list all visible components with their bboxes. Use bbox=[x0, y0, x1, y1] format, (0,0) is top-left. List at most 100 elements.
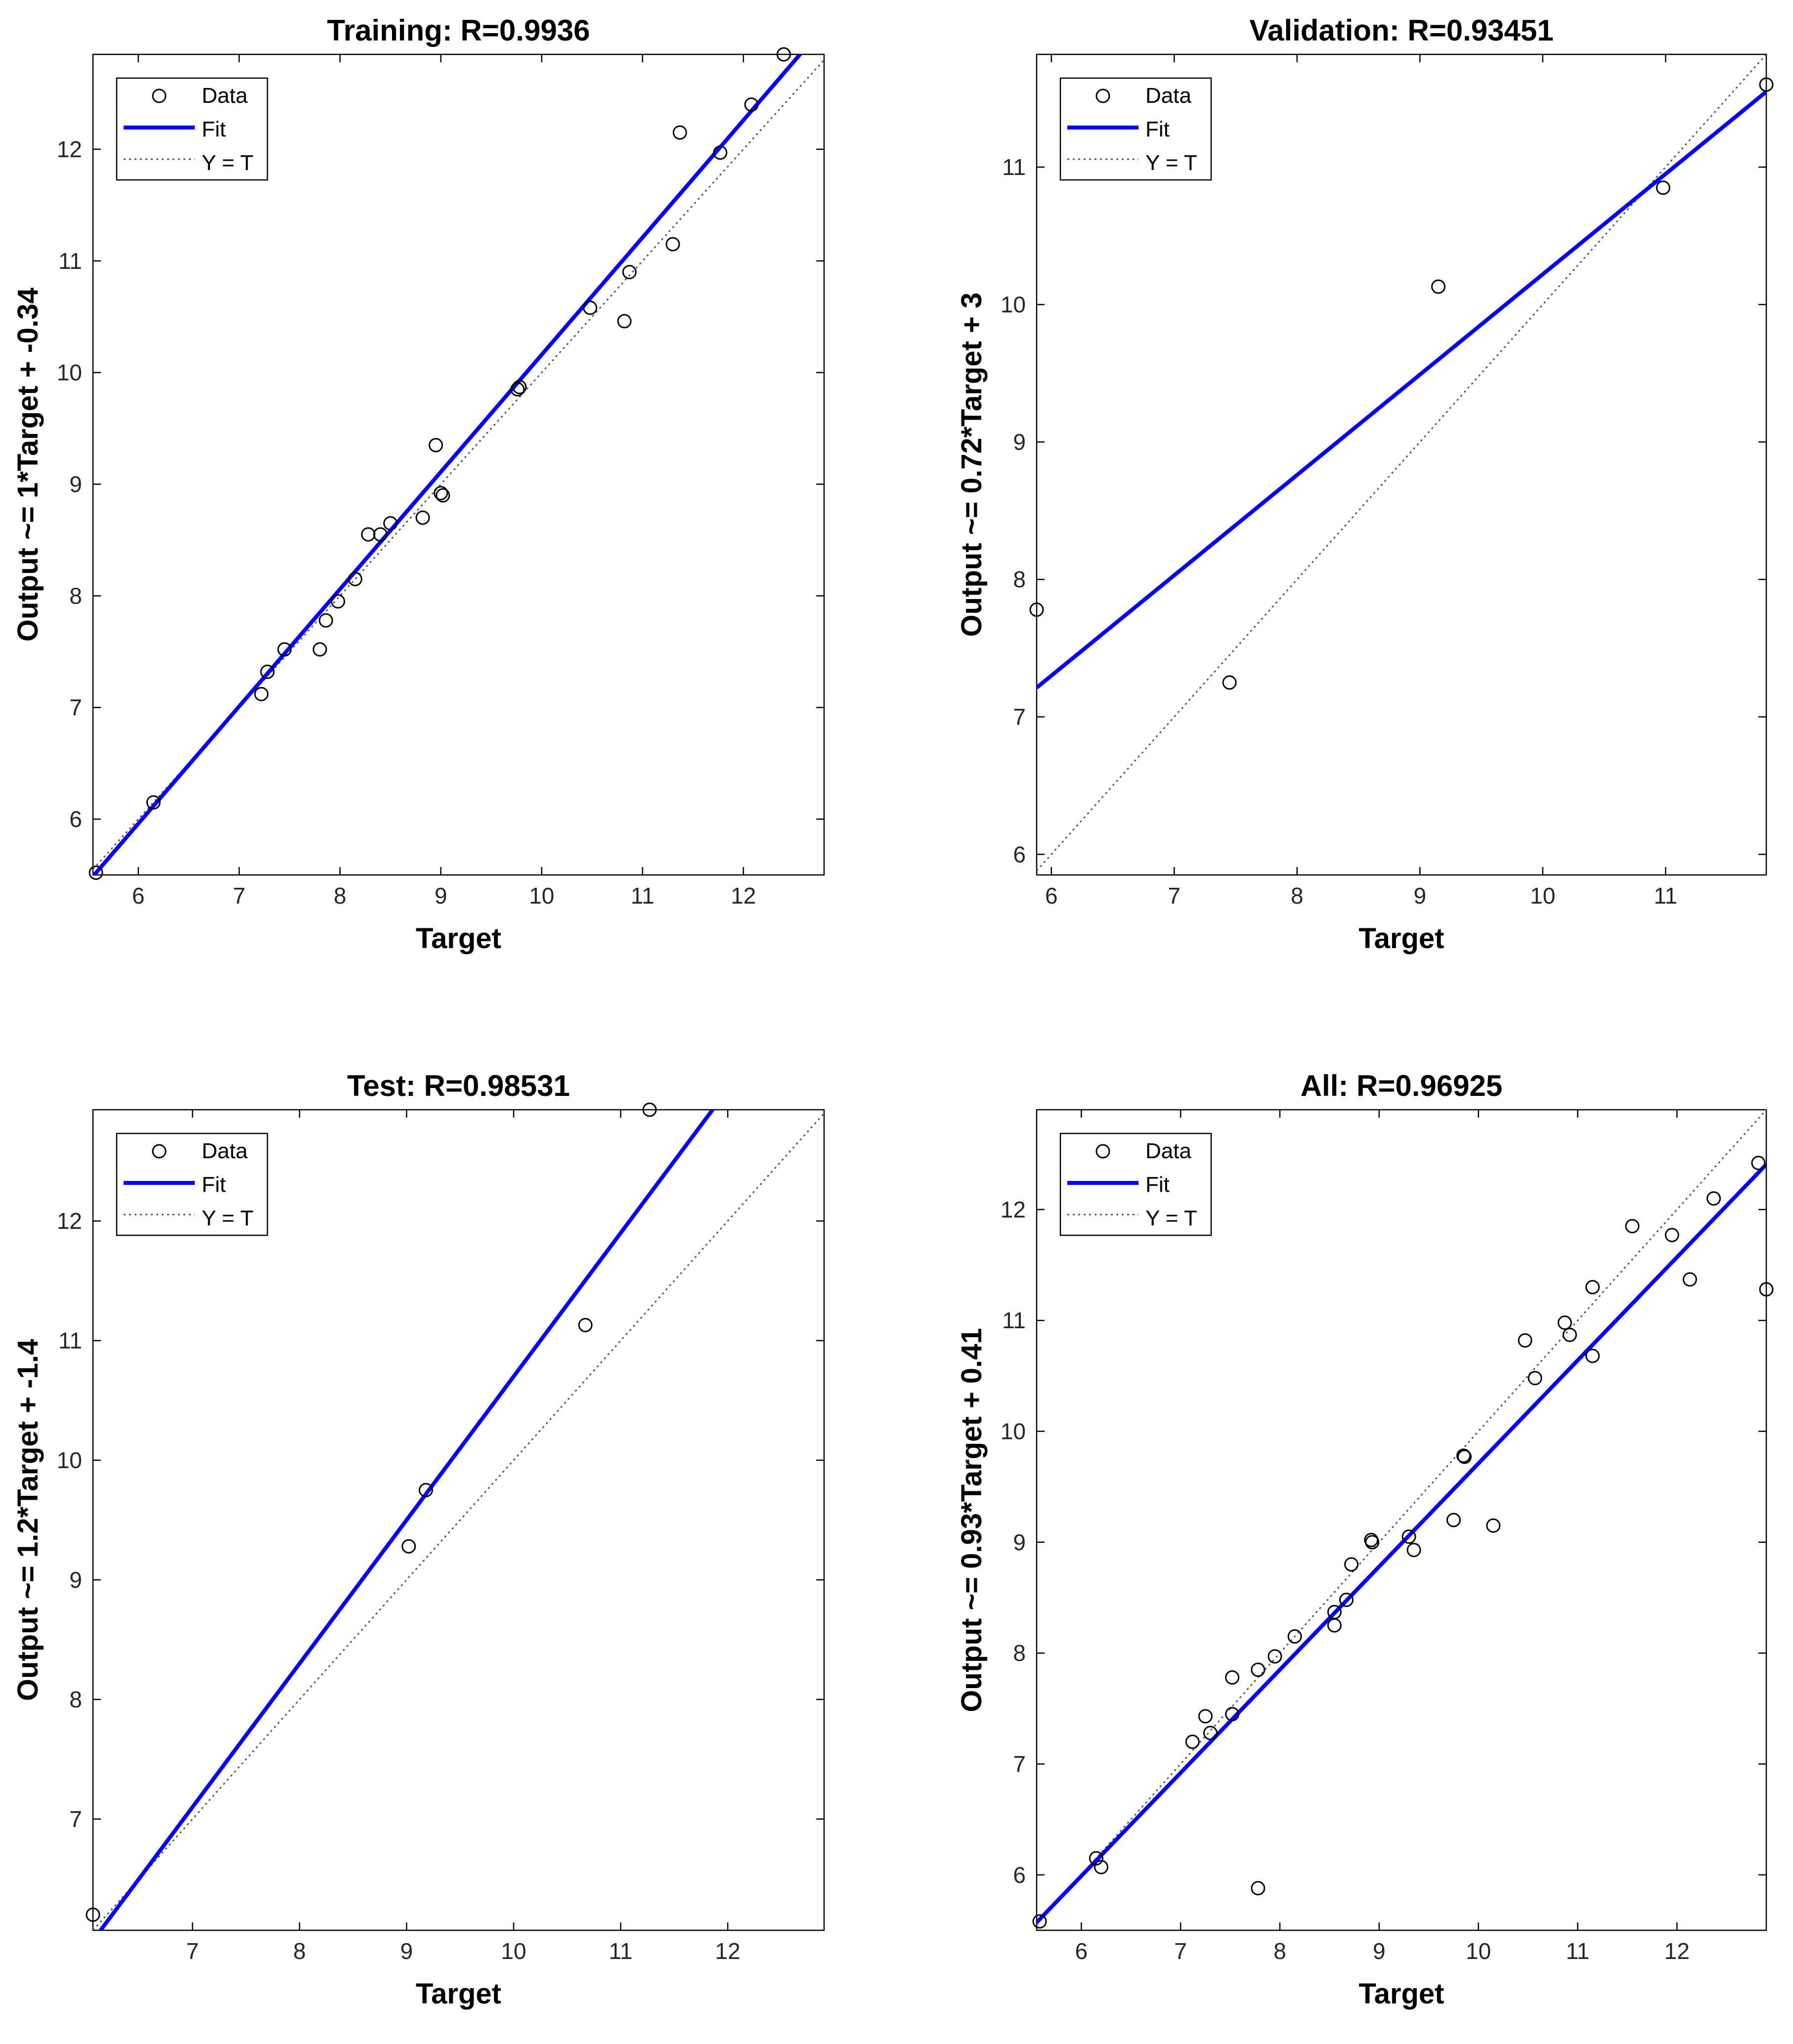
x-tick-label: 8 bbox=[293, 1938, 306, 1964]
fit-line bbox=[93, 54, 803, 875]
x-tick-label: 9 bbox=[1413, 883, 1426, 909]
data-point bbox=[312, 642, 327, 657]
data-point bbox=[617, 314, 632, 329]
data-point bbox=[744, 97, 759, 112]
x-tick-label: 6 bbox=[1045, 883, 1058, 909]
data-point bbox=[512, 380, 527, 394]
data-point bbox=[1528, 1371, 1542, 1386]
x-tick-label: 10 bbox=[1466, 1938, 1491, 1964]
y-axis-label: Output ~= 1*Target + -0.34 bbox=[12, 288, 44, 642]
legend-ref-label: Y = T bbox=[202, 1206, 254, 1230]
x-tick-label: 11 bbox=[1654, 883, 1677, 909]
data-point bbox=[1225, 1670, 1240, 1685]
chart-title: All: R=0.96925 bbox=[1301, 1069, 1503, 1102]
data-point bbox=[260, 664, 275, 679]
y-tick-label: 6 bbox=[1013, 841, 1026, 867]
data-point bbox=[1344, 1557, 1359, 1572]
data-point bbox=[373, 527, 388, 542]
data-point bbox=[415, 510, 430, 525]
y-tick-label: 12 bbox=[57, 136, 82, 162]
y-tick-label: 12 bbox=[57, 1208, 82, 1234]
data-point bbox=[277, 642, 292, 657]
data-point bbox=[713, 145, 728, 160]
legend-ref-label: Y = T bbox=[1145, 151, 1197, 175]
y-tick-label: 11 bbox=[58, 248, 82, 274]
legend-fit-label: Fit bbox=[1145, 117, 1170, 141]
data-point bbox=[1339, 1593, 1354, 1608]
legend-data-marker bbox=[1095, 88, 1110, 103]
data-point bbox=[1365, 1535, 1380, 1550]
reference-line bbox=[93, 59, 824, 870]
data-point bbox=[642, 1102, 657, 1117]
data-point bbox=[1094, 1860, 1109, 1874]
y-tick-label: 11 bbox=[58, 1328, 82, 1353]
data-point bbox=[1518, 1333, 1532, 1348]
x-axis-label: Target bbox=[416, 922, 501, 955]
x-tick-label: 10 bbox=[529, 883, 554, 909]
data-point bbox=[383, 516, 398, 531]
data-point bbox=[1327, 1605, 1342, 1619]
legend: Data Fit Y = T bbox=[116, 1132, 268, 1236]
data-point bbox=[1751, 1156, 1766, 1171]
data-point bbox=[1557, 1315, 1572, 1330]
x-tick-label: 7 bbox=[1174, 1938, 1187, 1964]
legend-fit-label: Fit bbox=[202, 1173, 226, 1197]
x-tick-label: 12 bbox=[731, 883, 756, 909]
y-tick-label: 6 bbox=[1013, 1862, 1026, 1888]
legend-fit-label: Fit bbox=[202, 117, 226, 141]
y-tick-label: 10 bbox=[1001, 1419, 1026, 1444]
y-tick-label: 8 bbox=[69, 583, 82, 609]
data-point bbox=[1625, 1219, 1640, 1234]
data-point bbox=[1089, 1851, 1103, 1866]
x-tick-label: 7 bbox=[186, 1938, 199, 1964]
data-point bbox=[361, 527, 376, 542]
data-point bbox=[436, 488, 450, 503]
x-tick-label: 11 bbox=[1566, 1938, 1590, 1964]
chart-title: Validation: R=0.93451 bbox=[1249, 14, 1553, 47]
x-tick-label: 10 bbox=[1530, 883, 1555, 909]
data-point bbox=[1457, 1449, 1472, 1464]
reference-line bbox=[93, 1113, 824, 1930]
chart-title: Test: R=0.98531 bbox=[347, 1069, 570, 1102]
data-point bbox=[429, 437, 443, 452]
data-point bbox=[665, 237, 680, 252]
data-point bbox=[1185, 1735, 1200, 1749]
plot-area bbox=[1036, 53, 1767, 876]
plot-area bbox=[1036, 1109, 1767, 1931]
x-tick-label: 8 bbox=[1291, 883, 1304, 909]
data-point bbox=[1585, 1348, 1600, 1363]
data-point bbox=[1682, 1272, 1697, 1287]
y-axis-label: Output ~= 0.93*Target + 0.41 bbox=[956, 1328, 988, 1712]
data-point bbox=[1656, 180, 1670, 195]
legend-data-label: Data bbox=[202, 1139, 248, 1163]
data-point bbox=[1446, 1513, 1461, 1527]
fit-line bbox=[98, 1110, 715, 1930]
data-point bbox=[86, 1908, 100, 1922]
data-point bbox=[348, 571, 362, 586]
data-point bbox=[1456, 1448, 1471, 1463]
y-tick-label: 12 bbox=[1001, 1197, 1026, 1222]
data-point bbox=[622, 264, 637, 279]
legend-data-label: Data bbox=[202, 84, 248, 108]
data-point bbox=[583, 301, 598, 315]
y-tick-label: 10 bbox=[57, 360, 82, 386]
x-tick-label: 7 bbox=[1168, 883, 1181, 909]
y-tick-label: 9 bbox=[69, 1567, 82, 1593]
legend-data-label: Data bbox=[1145, 84, 1191, 108]
y-tick-label: 8 bbox=[1013, 566, 1026, 592]
y-tick-label: 9 bbox=[1013, 429, 1026, 455]
x-tick-label: 12 bbox=[715, 1938, 741, 1964]
data-point bbox=[318, 613, 333, 628]
data-point bbox=[1287, 1629, 1302, 1644]
data-point bbox=[1759, 1282, 1774, 1297]
data-point bbox=[1198, 1709, 1213, 1724]
legend-data-marker bbox=[1095, 1144, 1110, 1159]
data-point bbox=[1759, 77, 1774, 92]
x-axis-label: Target bbox=[416, 1978, 501, 2010]
data-point bbox=[331, 594, 346, 609]
data-point bbox=[1562, 1327, 1577, 1342]
data-point bbox=[776, 47, 791, 62]
y-tick-label: 11 bbox=[1002, 1307, 1026, 1333]
